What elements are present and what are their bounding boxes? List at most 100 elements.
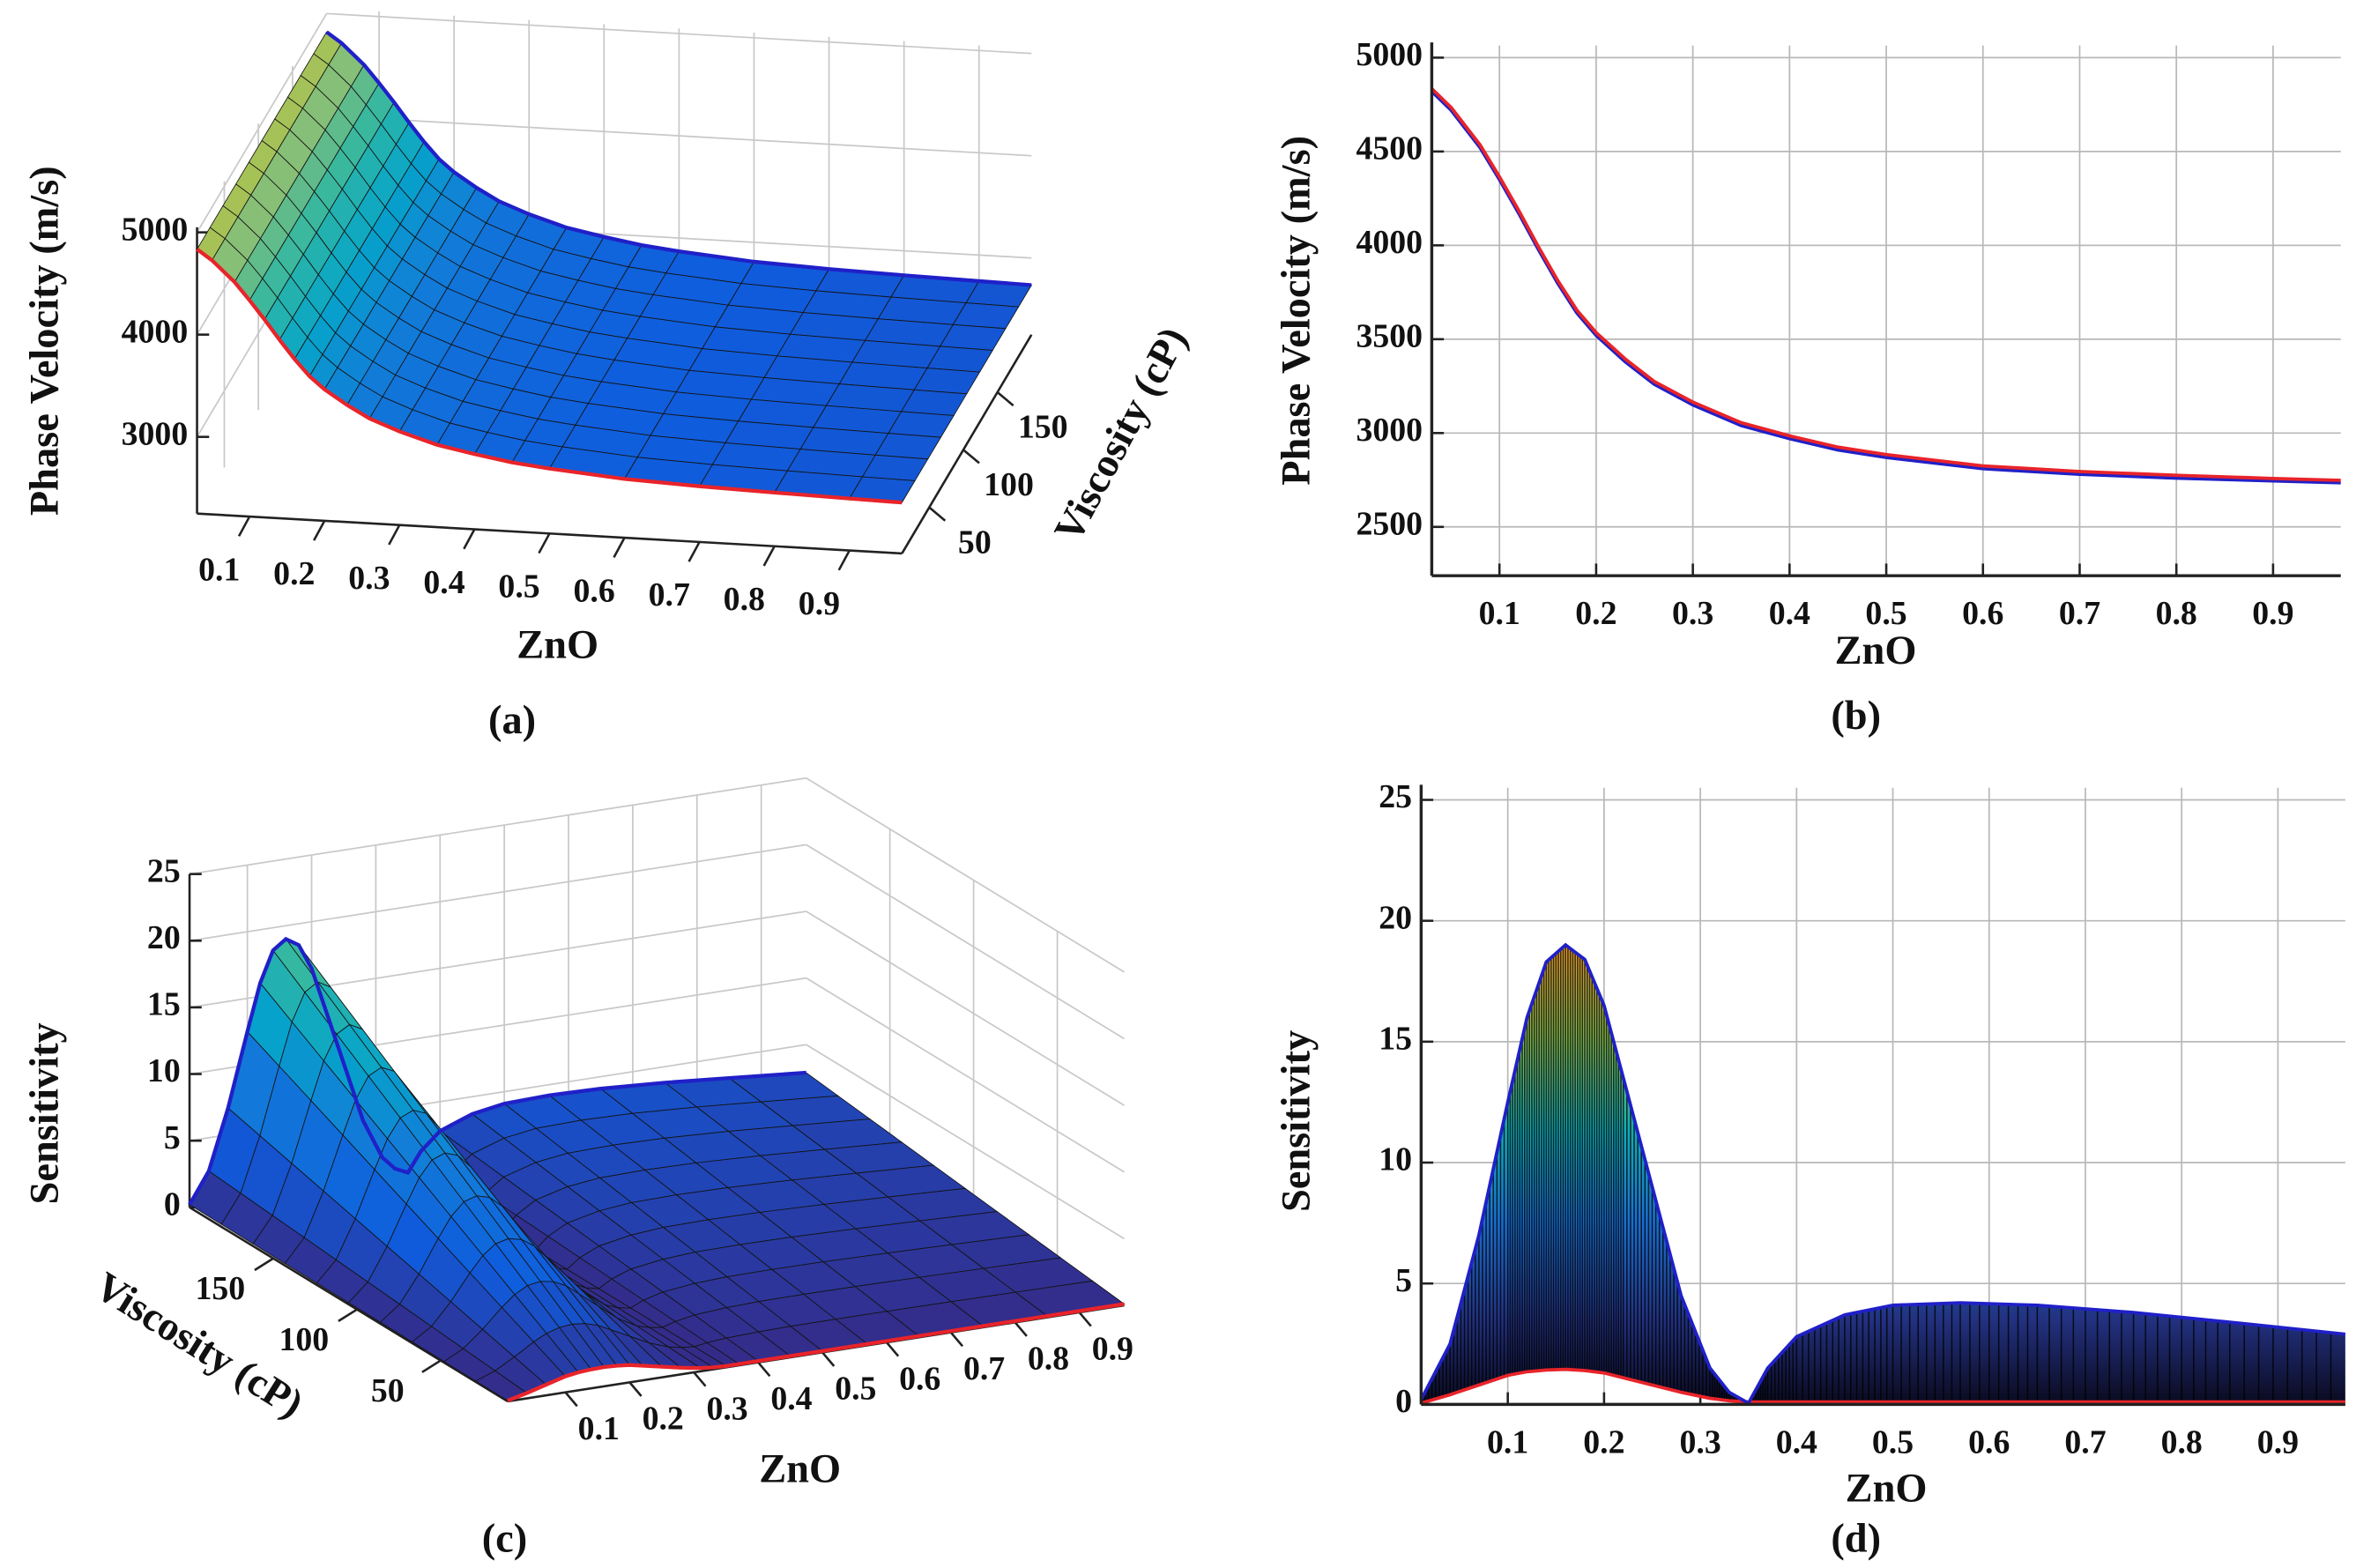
x-tick bbox=[949, 1331, 963, 1348]
grid-line bbox=[806, 910, 1125, 1106]
z-tick-label: 3000 bbox=[122, 415, 189, 452]
y-tick-label: 4000 bbox=[1356, 224, 1423, 261]
v-tick-label: 50 bbox=[958, 524, 992, 561]
x-tick-label: 0.6 bbox=[1968, 1423, 2010, 1460]
y-tick-label: 5000 bbox=[1356, 36, 1423, 73]
x-tick bbox=[762, 546, 776, 567]
x-axis-label: ZnO bbox=[1835, 628, 1917, 673]
x-tick-label: 0.1 bbox=[198, 551, 240, 588]
edge-line bbox=[325, 30, 1032, 287]
x-tick-label: 0.4 bbox=[423, 564, 465, 601]
v-tick-label: 150 bbox=[195, 1270, 245, 1307]
sensitivity-band bbox=[1421, 945, 2345, 1403]
x-tick-label: 0.3 bbox=[1672, 595, 1713, 632]
x-tick-label: 0.7 bbox=[649, 576, 690, 613]
y-axis-label: Phase Velocity (m/s) bbox=[1275, 136, 1319, 486]
v-tick bbox=[928, 506, 947, 522]
z-tick-label: 4000 bbox=[122, 313, 189, 350]
x-tick-label: 0.5 bbox=[498, 568, 539, 606]
x-tick-label: 0.5 bbox=[1865, 595, 1906, 632]
x-tick-label: 0.9 bbox=[2257, 1423, 2299, 1460]
x-tick-label: 0.2 bbox=[643, 1401, 684, 1438]
y-tick-label: 20 bbox=[1379, 899, 1412, 936]
caption: (d) bbox=[1831, 1516, 1881, 1561]
v-axis bbox=[189, 1206, 509, 1403]
x-tick-label: 0.1 bbox=[1487, 1423, 1528, 1460]
x-tick bbox=[837, 549, 851, 571]
series-line bbox=[1431, 87, 2341, 482]
v-tick-label: 50 bbox=[371, 1372, 405, 1409]
v-tick bbox=[996, 391, 1014, 407]
z-tick-label: 15 bbox=[147, 986, 181, 1023]
y-tick-label: 10 bbox=[1379, 1141, 1412, 1178]
z-tick-label: 5000 bbox=[122, 211, 189, 248]
x-axis-label: ZnO bbox=[759, 1446, 841, 1491]
y-tick-label: 15 bbox=[1379, 1021, 1412, 1058]
x-tick-label: 0.3 bbox=[706, 1390, 747, 1427]
x-tick-label: 0.8 bbox=[1028, 1341, 1069, 1378]
x-tick-label: 0.7 bbox=[2064, 1423, 2106, 1460]
caption: (c) bbox=[482, 1516, 528, 1561]
x-tick-label: 0.8 bbox=[2161, 1423, 2203, 1460]
caption: (a) bbox=[488, 698, 536, 743]
series-line bbox=[1420, 1367, 2345, 1405]
x-tick-label: 0.5 bbox=[1872, 1423, 1914, 1460]
y-tick-label: 25 bbox=[1379, 778, 1412, 815]
x-tick bbox=[757, 1361, 771, 1378]
x-tick-label: 0.2 bbox=[1583, 1423, 1624, 1460]
x-tick-label: 0.3 bbox=[348, 560, 390, 597]
grid-line bbox=[326, 115, 1032, 157]
x-tick-label: 0.5 bbox=[835, 1371, 876, 1408]
caption: (b) bbox=[1831, 694, 1881, 739]
z-axis-label: Sensitivity bbox=[23, 1022, 68, 1204]
x-tick-label: 0.2 bbox=[273, 555, 315, 592]
z-tick-label: 20 bbox=[147, 919, 181, 956]
z-tick-label: 10 bbox=[147, 1052, 181, 1089]
x-tick-label: 0.6 bbox=[574, 572, 615, 609]
x-tick bbox=[388, 524, 401, 546]
x-axis-label: ZnO bbox=[517, 622, 598, 667]
y-axis-label: Sensitivity bbox=[1275, 1030, 1319, 1212]
x-tick-label: 0.7 bbox=[2059, 595, 2100, 632]
x-tick-label: 0.9 bbox=[1092, 1330, 1133, 1367]
v-tick bbox=[254, 1257, 274, 1272]
x-tick bbox=[564, 1391, 578, 1408]
x-tick-label: 0.8 bbox=[724, 581, 765, 618]
edge-line bbox=[196, 248, 903, 505]
x-tick bbox=[463, 528, 476, 550]
x-tick-label: 0.4 bbox=[770, 1380, 812, 1417]
series-line bbox=[1419, 942, 2346, 1406]
grid-line bbox=[189, 777, 806, 875]
x-tick bbox=[538, 532, 551, 554]
v-tick-label: 100 bbox=[984, 466, 1034, 503]
y-tick-label: 3500 bbox=[1356, 318, 1423, 355]
grid-line bbox=[806, 843, 1125, 1040]
x-tick-label: 0.6 bbox=[899, 1360, 940, 1397]
x-tick-label: 0.4 bbox=[1776, 1423, 1817, 1460]
edge-line bbox=[188, 936, 806, 1206]
grid-line bbox=[806, 777, 1125, 973]
v-tick-label: 150 bbox=[1018, 409, 1068, 446]
y-tick-label: 5 bbox=[1395, 1262, 1412, 1299]
z-tick-label: 5 bbox=[164, 1119, 181, 1156]
grid-line bbox=[806, 1044, 1125, 1240]
v-tick bbox=[421, 1359, 442, 1373]
x-tick bbox=[628, 1381, 643, 1397]
grid-line bbox=[806, 977, 1125, 1173]
x-tick bbox=[1078, 1312, 1092, 1327]
x-tick bbox=[821, 1351, 836, 1367]
x-tick-label: 0.3 bbox=[1679, 1423, 1721, 1460]
v-axis-label: Viscosity (cP) bbox=[1046, 320, 1197, 549]
x-tick-label: 0.9 bbox=[2252, 595, 2293, 632]
x-tick bbox=[237, 516, 251, 537]
edge-line bbox=[507, 1302, 1125, 1403]
z-tick-label: 25 bbox=[147, 852, 181, 889]
z-tick-label: 0 bbox=[164, 1185, 181, 1222]
x-tick bbox=[613, 537, 626, 558]
v-tick-label: 100 bbox=[279, 1321, 329, 1358]
y-tick-label: 2500 bbox=[1356, 505, 1423, 542]
x-tick-label: 0.2 bbox=[1575, 595, 1616, 632]
x-tick bbox=[687, 541, 701, 562]
